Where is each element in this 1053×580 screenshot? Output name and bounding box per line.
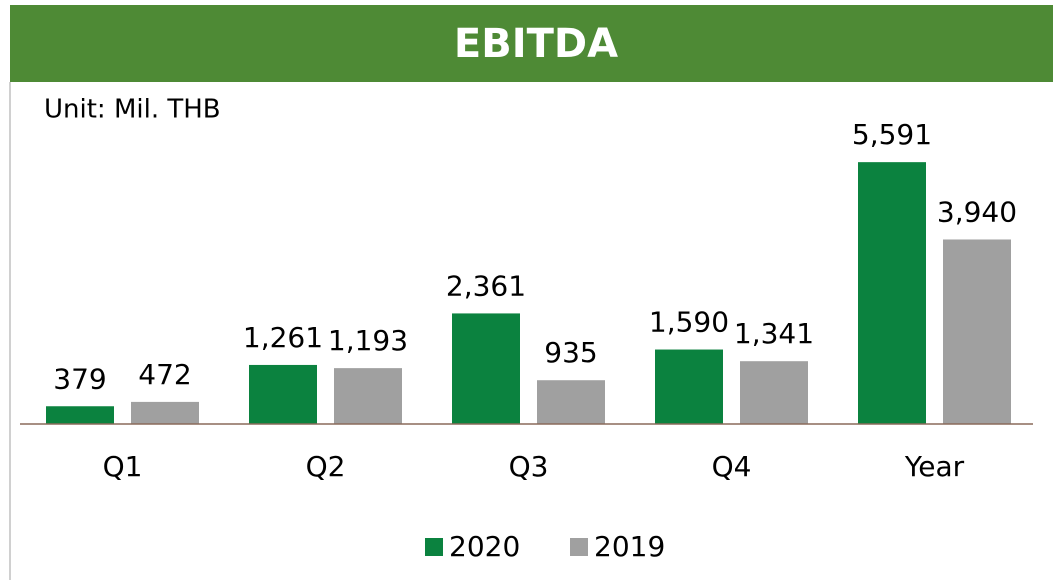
bar [249, 364, 317, 424]
bar [46, 406, 114, 424]
legend-label: 2020 [449, 530, 520, 563]
data-label: 3,940 [937, 195, 1017, 228]
data-label: 1,341 [734, 317, 814, 350]
legend-swatch [570, 538, 588, 556]
x-tick-label: Q3 [509, 450, 549, 483]
data-label: 1,261 [243, 321, 323, 354]
data-label: 472 [138, 358, 191, 391]
bar [131, 401, 199, 424]
bar [334, 368, 402, 424]
title-banner [10, 5, 1053, 82]
data-label: 2,361 [446, 269, 526, 302]
x-tick-label: Q1 [103, 450, 143, 483]
data-label: 1,193 [328, 324, 408, 357]
bar [740, 361, 808, 424]
x-tick-label: Q4 [712, 450, 752, 483]
data-label: 5,591 [852, 118, 932, 151]
data-label: 1,590 [649, 306, 729, 339]
chart-title: EBITDA [454, 21, 618, 67]
bar [452, 313, 520, 424]
data-label: 379 [53, 362, 106, 395]
x-tick-label: Year [904, 450, 965, 483]
x-tick-label: Q2 [306, 450, 346, 483]
legend-swatch [425, 538, 443, 556]
data-label: 935 [544, 336, 597, 369]
bar [537, 380, 605, 424]
bar [943, 239, 1011, 424]
subtitle: Unit: Mil. THB [44, 95, 221, 125]
bar [655, 349, 723, 424]
bar [858, 162, 926, 424]
legend-label: 2019 [594, 530, 665, 563]
